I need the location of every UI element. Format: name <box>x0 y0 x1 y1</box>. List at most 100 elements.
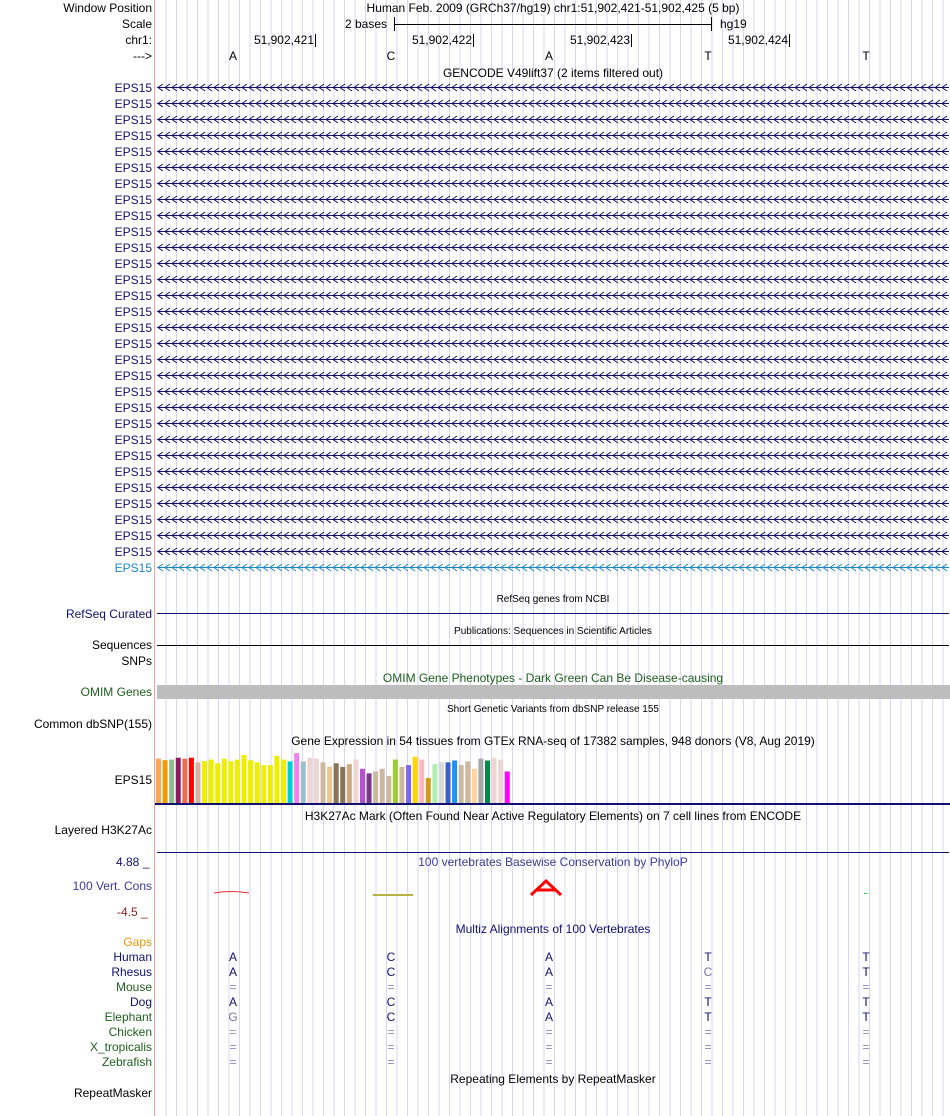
gtex-tissue-bar[interactable] <box>267 765 273 803</box>
gene-label-eps15[interactable]: EPS15 <box>114 289 152 303</box>
h3k27ac-label[interactable]: Layered H3K27Ac <box>54 823 152 837</box>
gtex-tissue-bar[interactable] <box>221 758 227 803</box>
gtex-tissue-bar[interactable] <box>504 771 510 803</box>
gtex-tissue-bar[interactable] <box>254 762 260 803</box>
gene-track-eps15[interactable] <box>157 259 949 268</box>
gene-track-eps15[interactable] <box>157 179 949 188</box>
snps-label[interactable]: SNPs <box>121 654 152 668</box>
gtex-tissue-bar[interactable] <box>169 759 175 803</box>
gene-track-eps15[interactable] <box>157 419 949 428</box>
gtex-tissue-bar[interactable] <box>425 777 431 803</box>
gtex-tissue-bar[interactable] <box>294 753 300 803</box>
gtex-tissue-bar[interactable] <box>274 755 280 803</box>
species-label[interactable]: X_tropicalis <box>89 1040 152 1054</box>
gtex-tissue-bar[interactable] <box>307 757 313 803</box>
gene-track-eps15[interactable] <box>157 499 949 508</box>
gtex-tissue-bar[interactable] <box>182 758 188 803</box>
phylop-graph[interactable] <box>156 875 950 900</box>
omim-gene-bar[interactable] <box>157 685 950 699</box>
gtex-tissue-bar[interactable] <box>156 758 161 803</box>
gene-label-eps15[interactable]: EPS15 <box>114 321 152 335</box>
gene-label-eps15[interactable]: EPS15 <box>114 113 152 127</box>
gene-track-eps15[interactable] <box>157 563 949 572</box>
gene-track-eps15[interactable] <box>157 387 949 396</box>
gtex-tissue-bar[interactable] <box>248 760 254 803</box>
gtex-tissue-bar[interactable] <box>327 766 333 803</box>
gtex-tissue-bar[interactable] <box>478 758 484 803</box>
gene-track-eps15[interactable] <box>157 451 949 460</box>
gtex-tissue-bar[interactable] <box>333 763 339 803</box>
gene-track-eps15[interactable] <box>157 227 949 236</box>
phylop-label[interactable]: 100 Vert. Cons <box>72 879 152 893</box>
refseq-label[interactable]: RefSeq Curated <box>65 607 152 621</box>
gene-label-eps15[interactable]: EPS15 <box>114 193 152 207</box>
gene-track-eps15[interactable] <box>157 323 949 332</box>
gene-label-eps15[interactable]: EPS15 <box>114 481 152 495</box>
gene-track-eps15[interactable] <box>157 483 949 492</box>
gene-track-eps15[interactable] <box>157 291 949 300</box>
gene-track-eps15[interactable] <box>157 147 949 156</box>
gene-label-eps15[interactable]: EPS15 <box>114 561 152 575</box>
gtex-tissue-bar[interactable] <box>175 757 181 803</box>
gtex-tissue-bar[interactable] <box>491 757 497 803</box>
publications-label[interactable]: Sequences <box>91 638 152 652</box>
gene-track-eps15[interactable] <box>157 211 949 220</box>
gene-track-eps15[interactable] <box>157 515 949 524</box>
gtex-bar-chart[interactable] <box>155 745 950 807</box>
dbsnp-label[interactable]: Common dbSNP(155) <box>33 717 152 731</box>
gtex-tissue-bar[interactable] <box>438 762 444 803</box>
gene-track-eps15[interactable] <box>157 275 949 284</box>
gene-track-eps15[interactable] <box>157 403 949 412</box>
gtex-tissue-bar[interactable] <box>366 773 372 803</box>
gene-label-eps15[interactable]: EPS15 <box>114 225 152 239</box>
gene-label-eps15[interactable]: EPS15 <box>114 513 152 527</box>
gene-label-eps15[interactable]: EPS15 <box>114 385 152 399</box>
species-label[interactable]: Zebrafish <box>101 1055 152 1069</box>
gene-track-eps15[interactable] <box>157 435 949 444</box>
species-label[interactable]: Elephant <box>104 1010 152 1024</box>
gene-label-eps15[interactable]: EPS15 <box>114 145 152 159</box>
gtex-tissue-bar[interactable] <box>215 763 221 803</box>
gaps-label[interactable]: Gaps <box>123 935 152 949</box>
gene-track-eps15[interactable] <box>157 131 949 140</box>
gtex-tissue-bar[interactable] <box>373 771 379 803</box>
gtex-tissue-bar[interactable] <box>195 762 201 803</box>
gtex-tissue-bar[interactable] <box>452 760 458 803</box>
gene-label-eps15[interactable]: EPS15 <box>114 337 152 351</box>
gtex-tissue-bar[interactable] <box>445 762 451 803</box>
gtex-tissue-bar[interactable] <box>465 761 471 803</box>
gtex-tissue-bar[interactable] <box>498 759 504 803</box>
gene-track-eps15[interactable] <box>157 355 949 364</box>
gene-label-eps15[interactable]: EPS15 <box>114 129 152 143</box>
gene-label-eps15[interactable]: EPS15 <box>114 417 152 431</box>
gtex-tissue-bar[interactable] <box>406 765 412 803</box>
species-label[interactable]: Mouse <box>115 980 152 994</box>
gene-label-eps15[interactable]: EPS15 <box>114 545 152 559</box>
gene-label-eps15[interactable]: EPS15 <box>114 161 152 175</box>
gene-label-eps15[interactable]: EPS15 <box>114 369 152 383</box>
gene-label-eps15[interactable]: EPS15 <box>114 81 152 95</box>
gtex-tissue-bar[interactable] <box>346 764 352 803</box>
gene-label-eps15[interactable]: EPS15 <box>114 433 152 447</box>
gene-label-eps15[interactable]: EPS15 <box>114 305 152 319</box>
gene-track-eps15[interactable] <box>157 83 949 92</box>
species-label[interactable]: Human <box>113 950 152 964</box>
gtex-tissue-bar[interactable] <box>287 761 293 803</box>
gtex-tissue-bar[interactable] <box>162 760 168 803</box>
gene-label-eps15[interactable]: EPS15 <box>114 497 152 511</box>
gene-label-eps15[interactable]: EPS15 <box>114 353 152 367</box>
gtex-tissue-bar[interactable] <box>300 761 306 803</box>
gene-label-eps15[interactable]: EPS15 <box>114 401 152 415</box>
gtex-tissue-bar[interactable] <box>313 758 319 803</box>
gtex-tissue-bar[interactable] <box>485 760 490 803</box>
gtex-tissue-bar[interactable] <box>353 759 359 803</box>
gene-label-eps15[interactable]: EPS15 <box>114 273 152 287</box>
gene-track-eps15[interactable] <box>157 99 949 108</box>
publications-track-line[interactable] <box>157 645 949 646</box>
gene-track-eps15[interactable] <box>157 467 949 476</box>
gtex-tissue-bar[interactable] <box>379 768 385 803</box>
gene-track-eps15[interactable] <box>157 547 949 556</box>
gtex-tissue-bar[interactable] <box>419 759 425 803</box>
gene-track-eps15[interactable] <box>157 115 949 124</box>
gtex-tissue-bar[interactable] <box>359 768 365 803</box>
